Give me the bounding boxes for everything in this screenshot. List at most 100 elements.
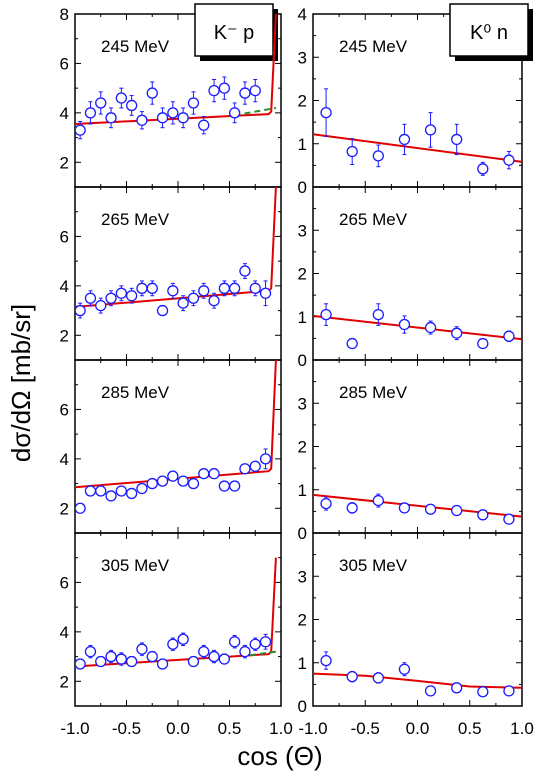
data-point — [477, 686, 489, 698]
data-point — [503, 330, 515, 342]
data-point — [125, 655, 138, 668]
panel-k0-n-3: 0 1 2 3 285 MeV — [298, 359, 523, 543]
data-point — [372, 308, 384, 321]
data-point — [218, 653, 231, 665]
data-point — [239, 645, 251, 658]
data-point — [75, 658, 86, 670]
y-tick-label: 2 — [298, 611, 307, 630]
y-tick-label: 1 — [298, 481, 307, 500]
y-tick-label: 2 — [60, 326, 69, 345]
panel-kminus-p-2: 2 4 6 265 MeV — [60, 186, 282, 361]
data-point — [218, 480, 231, 492]
data-point — [477, 509, 489, 521]
channel-label: K⁻ p — [214, 22, 255, 44]
x-tick-label: 0.5 — [458, 719, 482, 738]
y-tick-label: 8 — [60, 5, 69, 24]
data-point — [75, 304, 86, 317]
data-point — [156, 112, 169, 124]
data-point — [177, 297, 189, 309]
fit-curve — [75, 187, 277, 308]
data-point — [424, 321, 437, 334]
y-tick-label: 1 — [298, 308, 307, 327]
dashed-curve — [249, 650, 277, 657]
panel-kminus-p-3: 2 4 6 285 MeV — [60, 359, 282, 534]
data-point — [84, 645, 97, 658]
data-point — [320, 106, 332, 119]
data-point — [372, 150, 384, 162]
data-point — [95, 97, 107, 109]
panel-kminus-p-1: 2 4 6 8 245 MeV K⁻ p — [60, 3, 282, 188]
data-point — [198, 119, 210, 131]
y-tick-label: 1 — [298, 654, 307, 673]
data-point — [451, 327, 463, 339]
data-point — [187, 292, 200, 304]
data-point — [187, 477, 200, 490]
energy-label: 245 MeV — [339, 37, 408, 56]
y-tick-label: 0 — [298, 697, 307, 716]
data-point — [503, 685, 515, 697]
data-point — [146, 477, 158, 490]
data-point — [105, 292, 117, 304]
data-point — [372, 494, 384, 507]
data-point — [146, 650, 158, 663]
y-tick-label: 2 — [60, 499, 69, 518]
data-point — [136, 114, 148, 126]
y-tick-label: 1 — [298, 135, 307, 154]
channel-label-box — [194, 3, 274, 57]
plot-area — [313, 303, 522, 350]
data-point — [95, 485, 107, 497]
data-point — [320, 654, 332, 667]
x-tick-label: 0.0 — [406, 719, 430, 738]
data-point — [259, 453, 272, 465]
energy-label: 245 MeV — [101, 37, 170, 56]
data-point — [105, 650, 117, 663]
y-tick-label: 0 — [298, 524, 307, 543]
panel-k0-n-4: 0 1 2 3 305 MeV — [298, 532, 523, 716]
panel-k0-n-2: 0 1 2 3 265 MeV — [298, 186, 523, 370]
data-point — [259, 636, 272, 648]
y-tick-label: 2 — [60, 672, 69, 691]
fit-curve — [75, 14, 277, 125]
x-tick-label: 0.5 — [218, 719, 242, 738]
y-tick-label: 2 — [60, 153, 69, 172]
y-tick-label: 3 — [298, 394, 307, 413]
data-point — [156, 475, 169, 487]
data-point — [75, 502, 86, 514]
data-point — [84, 485, 97, 497]
data-point — [346, 145, 358, 158]
data-point — [115, 653, 127, 665]
data-point — [84, 292, 97, 304]
data-point — [156, 658, 169, 670]
energy-label: 305 MeV — [101, 556, 170, 575]
data-point — [125, 99, 138, 112]
data-point — [167, 285, 179, 297]
data-point — [424, 124, 437, 136]
x-tick-label: -0.5 — [351, 719, 380, 738]
data-point — [239, 87, 251, 99]
data-point — [398, 663, 411, 675]
data-point — [75, 124, 86, 136]
data-point — [146, 87, 158, 99]
energy-label: 265 MeV — [101, 210, 170, 229]
data-point — [167, 638, 179, 650]
data-point — [477, 163, 489, 175]
data-point — [346, 337, 358, 350]
fit-curve — [75, 557, 277, 668]
data-point — [320, 308, 332, 321]
data-point — [115, 485, 127, 497]
data-point — [477, 337, 489, 350]
data-point — [249, 84, 261, 97]
data-point — [346, 670, 358, 683]
y-tick-label: 0 — [298, 351, 307, 370]
data-point — [398, 133, 411, 146]
data-point — [503, 154, 515, 166]
x-axis-label: cos (Θ) — [237, 741, 322, 771]
fit-curve — [313, 314, 522, 341]
plot-area — [75, 14, 277, 140]
data-point — [198, 468, 210, 480]
data-point — [208, 650, 220, 663]
y-tick-label: 6 — [60, 573, 69, 592]
energy-label: 285 MeV — [339, 383, 408, 402]
data-point — [398, 502, 411, 514]
